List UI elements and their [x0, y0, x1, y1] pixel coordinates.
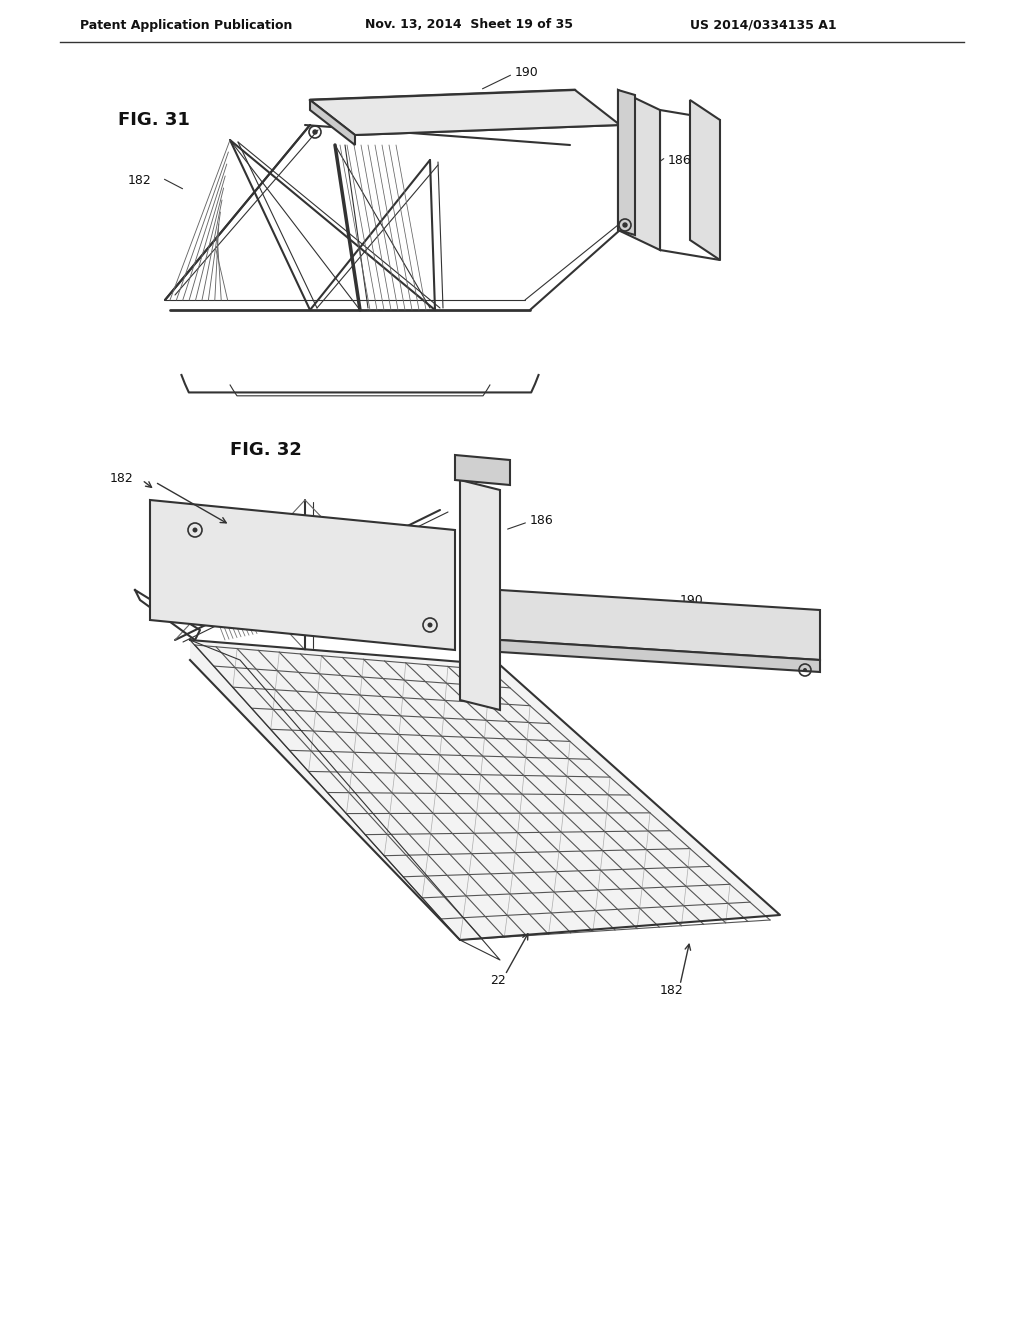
Polygon shape [500, 640, 820, 672]
Text: Patent Application Publication: Patent Application Publication [80, 18, 293, 32]
Text: 182: 182 [660, 983, 684, 997]
Text: Nov. 13, 2014  Sheet 19 of 35: Nov. 13, 2014 Sheet 19 of 35 [365, 18, 573, 32]
Polygon shape [310, 100, 355, 145]
Text: US 2014/0334135 A1: US 2014/0334135 A1 [690, 18, 837, 32]
Circle shape [623, 223, 627, 227]
Circle shape [193, 528, 198, 532]
Text: 22: 22 [490, 974, 506, 986]
Text: 182: 182 [128, 173, 152, 186]
Polygon shape [150, 500, 455, 649]
Polygon shape [618, 90, 660, 249]
Polygon shape [690, 100, 720, 260]
Polygon shape [500, 590, 820, 660]
Text: 190: 190 [680, 594, 703, 606]
Polygon shape [455, 455, 510, 484]
Text: FIG. 32: FIG. 32 [230, 441, 302, 459]
Polygon shape [190, 640, 780, 940]
Polygon shape [310, 90, 620, 135]
Circle shape [803, 668, 807, 672]
Circle shape [313, 129, 317, 135]
Text: FIG. 31: FIG. 31 [118, 111, 189, 129]
Circle shape [427, 623, 432, 627]
Text: 186: 186 [530, 513, 554, 527]
Text: 186: 186 [668, 153, 692, 166]
Polygon shape [460, 480, 500, 710]
Text: 182: 182 [110, 471, 134, 484]
Text: 190: 190 [515, 66, 539, 78]
Polygon shape [618, 90, 635, 235]
